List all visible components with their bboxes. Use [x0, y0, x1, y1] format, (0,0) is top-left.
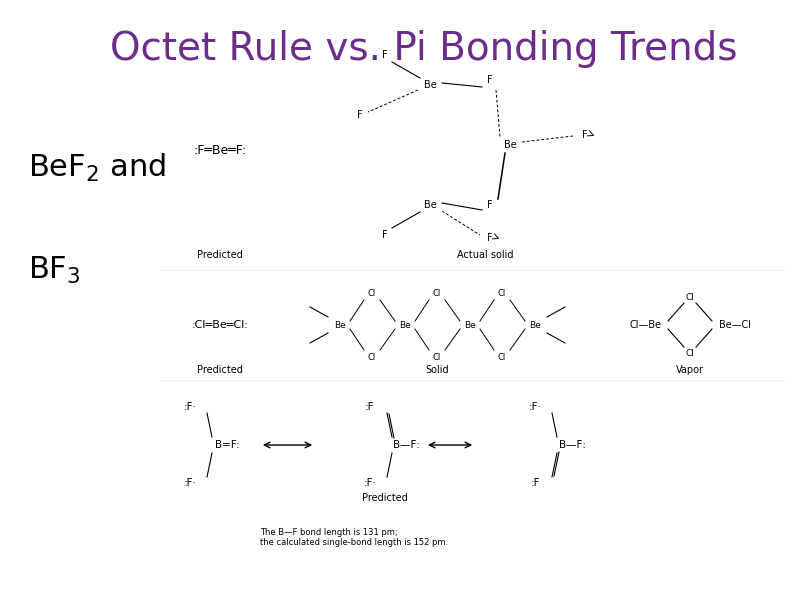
- Text: F: F: [357, 110, 363, 120]
- Text: F: F: [582, 130, 588, 140]
- Text: Octet Rule vs. Pi Bonding Trends: Octet Rule vs. Pi Bonding Trends: [110, 30, 738, 68]
- Text: :Cl═Be═Cl:: :Cl═Be═Cl:: [191, 320, 249, 330]
- Text: Actual solid: Actual solid: [457, 250, 514, 260]
- Text: Predicted: Predicted: [197, 365, 243, 375]
- Text: Predicted: Predicted: [362, 493, 408, 503]
- Text: Cl: Cl: [686, 349, 694, 358]
- Text: Cl: Cl: [498, 352, 506, 361]
- Text: :F̈: :F̈: [366, 402, 374, 412]
- Text: Be: Be: [529, 320, 541, 329]
- Text: BeF$_2$ and: BeF$_2$ and: [28, 152, 166, 184]
- Text: :F·: :F·: [529, 402, 542, 412]
- Text: F: F: [487, 200, 493, 210]
- Text: Cl: Cl: [498, 289, 506, 298]
- Text: Be: Be: [334, 320, 346, 329]
- Text: F: F: [487, 75, 493, 85]
- Text: :F̈: :F̈: [530, 478, 540, 488]
- Text: Cl: Cl: [368, 352, 376, 361]
- Text: BF$_3$: BF$_3$: [28, 254, 81, 286]
- Text: The B—F bond length is 131 pm;
the calculated single-bond length is 152 pm.: The B—F bond length is 131 pm; the calcu…: [260, 528, 448, 547]
- Text: B=F:: B=F:: [214, 440, 239, 450]
- Text: Solid: Solid: [425, 365, 449, 375]
- Text: Cl: Cl: [433, 289, 441, 298]
- Text: F: F: [487, 233, 493, 243]
- Text: Cl: Cl: [686, 292, 694, 301]
- Text: :F═Be═F:: :F═Be═F:: [194, 143, 246, 157]
- Text: Be: Be: [424, 80, 436, 90]
- Text: B—F̈:: B—F̈:: [558, 440, 586, 450]
- Text: Be: Be: [464, 320, 476, 329]
- Text: F: F: [382, 50, 388, 60]
- Text: Cl—Be: Cl—Be: [629, 320, 661, 330]
- Text: :F·: :F·: [183, 478, 197, 488]
- Text: Be: Be: [399, 320, 411, 329]
- Text: B—F̈:: B—F̈:: [394, 440, 421, 450]
- Text: :F·: :F·: [183, 402, 197, 412]
- Text: F: F: [382, 230, 388, 240]
- Text: :F·: :F·: [363, 478, 377, 488]
- Text: Cl: Cl: [433, 352, 441, 361]
- Text: Predicted: Predicted: [197, 250, 243, 260]
- Text: Be: Be: [424, 200, 436, 210]
- Text: Be—Cl: Be—Cl: [719, 320, 751, 330]
- Text: Vapor: Vapor: [676, 365, 704, 375]
- Text: Be: Be: [504, 140, 516, 150]
- Text: Cl: Cl: [368, 289, 376, 298]
